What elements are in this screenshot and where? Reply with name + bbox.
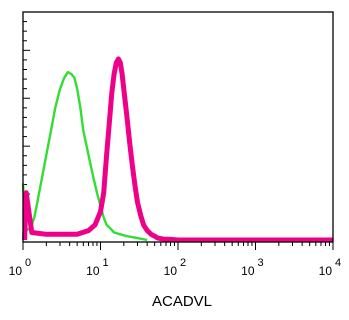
x-tick-label: 104 — [319, 257, 341, 278]
x-tick-base: 10 — [241, 264, 255, 278]
x-axis-label: ACADVL — [152, 293, 212, 310]
x-tick-base: 10 — [164, 264, 178, 278]
series-line-2 — [22, 56, 333, 243]
x-tick-exponent: 1 — [103, 257, 109, 269]
series-line-1 — [21, 70, 148, 242]
x-tick-exponent: 2 — [180, 257, 186, 269]
x-tick-exponent: 4 — [335, 257, 341, 269]
x-tick-exponent: 0 — [25, 257, 31, 269]
x-tick-label: 101 — [86, 257, 108, 278]
x-tick-label: 103 — [241, 257, 263, 278]
x-tick-label: 100 — [9, 257, 31, 278]
x-tick-base: 10 — [9, 264, 23, 278]
x-tick-base: 10 — [86, 264, 100, 278]
plot-frame — [22, 11, 334, 243]
x-tick-base: 10 — [319, 264, 333, 278]
axis-ticks — [22, 11, 334, 250]
x-tick-exponent: 3 — [258, 257, 264, 269]
x-tick-label: 102 — [164, 257, 186, 278]
series-layer — [21, 56, 333, 243]
